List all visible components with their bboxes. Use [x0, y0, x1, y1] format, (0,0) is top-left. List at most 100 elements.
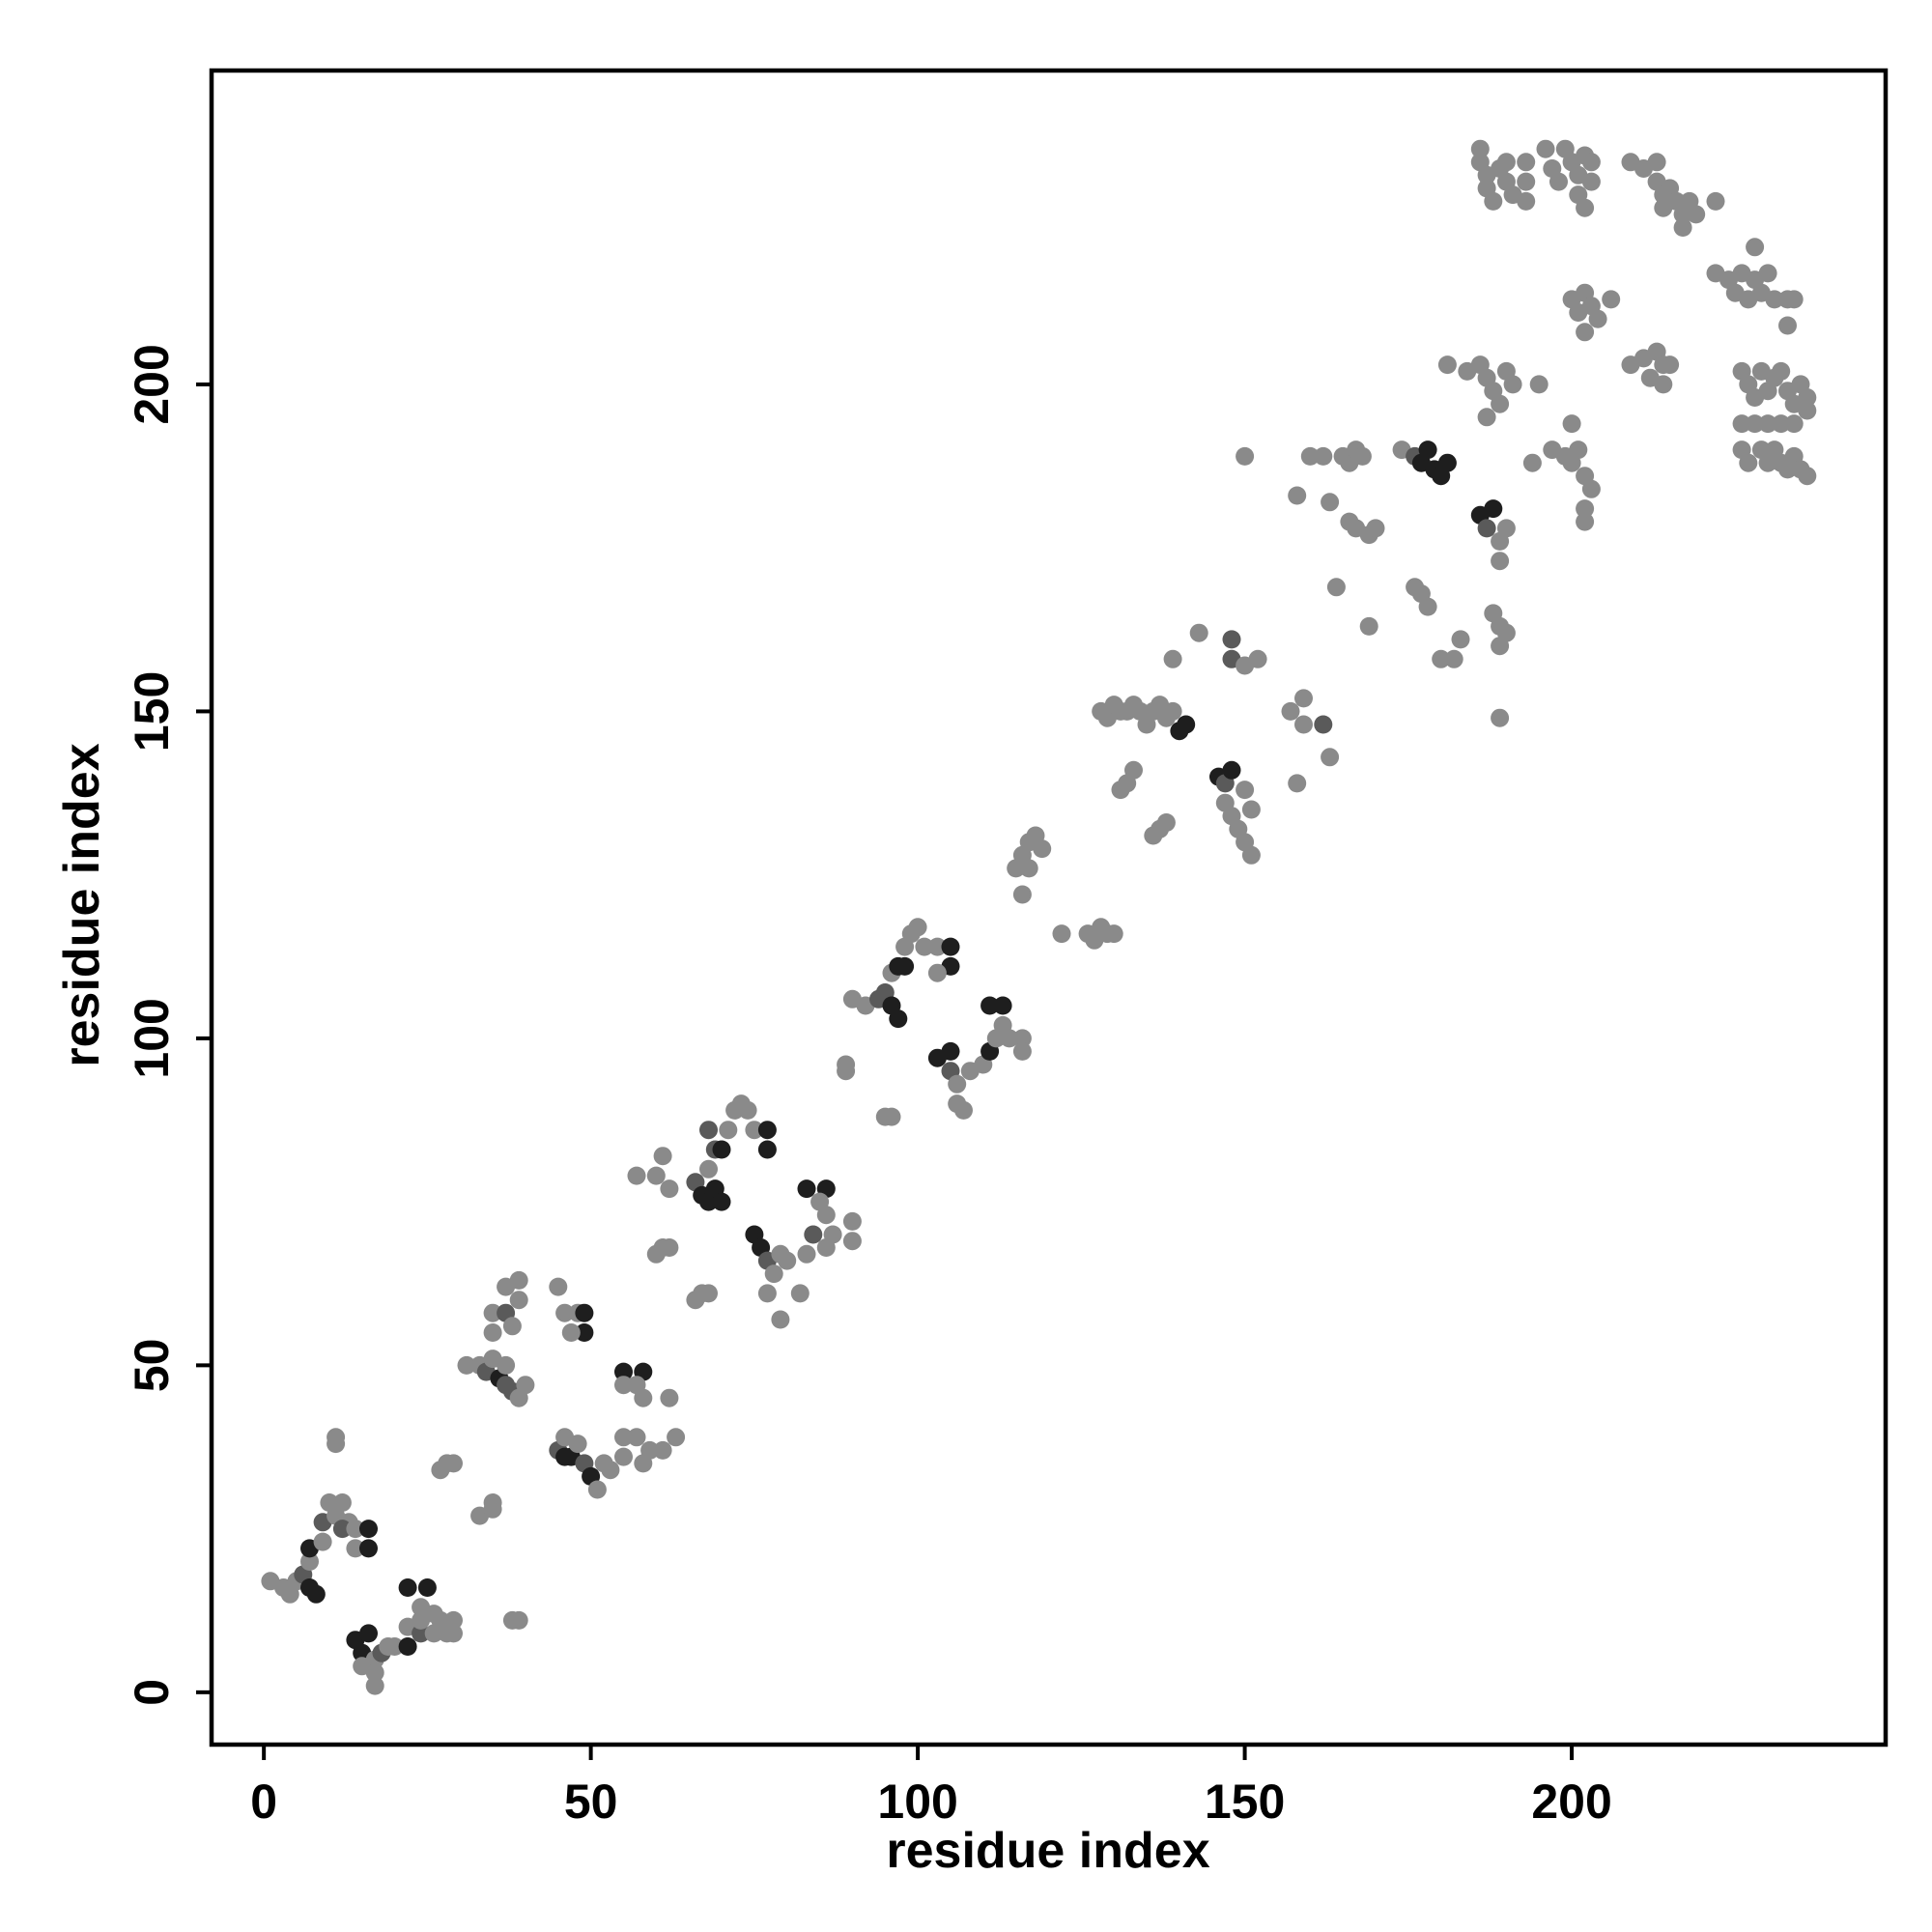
data-point-170 — [954, 1100, 973, 1120]
data-point-118 — [719, 1121, 738, 1140]
data-point-19 — [359, 1539, 378, 1558]
data-point-268 — [1491, 552, 1510, 571]
data-point-227 — [1222, 630, 1241, 649]
x-axis-ticks: 0 50 100 150 200 — [250, 1745, 1612, 1829]
x-tick-label: 50 — [564, 1775, 618, 1829]
data-point-139 — [816, 1206, 836, 1225]
data-point-240 — [1321, 493, 1340, 512]
data-point-168 — [948, 1074, 967, 1094]
data-point-263 — [1451, 630, 1470, 649]
data-point-245 — [1326, 578, 1346, 597]
data-point-142 — [842, 1211, 862, 1231]
data-point-283 — [1503, 375, 1522, 394]
data-point-7 — [300, 1552, 319, 1571]
data-point-88 — [614, 1376, 633, 1395]
data-point-213 — [1156, 813, 1176, 832]
data-point-225 — [1241, 800, 1261, 819]
data-point-234 — [1321, 748, 1340, 767]
data-point-231 — [1294, 689, 1313, 708]
data-point-238 — [1300, 446, 1320, 466]
data-point-364 — [1772, 361, 1791, 381]
data-point-143 — [842, 1232, 862, 1251]
data-point-254 — [1418, 440, 1437, 460]
data-point-308 — [1654, 375, 1673, 394]
data-point-124 — [757, 1140, 777, 1159]
data-point-69 — [509, 1610, 528, 1630]
data-point-176 — [993, 996, 1012, 1015]
data-point-232 — [1294, 715, 1313, 734]
data-point-235 — [1288, 774, 1307, 793]
data-point-370 — [1732, 414, 1751, 434]
data-point-299 — [1588, 309, 1607, 328]
data-point-330 — [1581, 153, 1601, 172]
data-point-44 — [412, 1610, 431, 1630]
y-tick-label: 0 — [125, 1679, 179, 1706]
data-points — [261, 139, 1817, 1695]
data-point-257 — [1437, 453, 1457, 472]
data-point-100 — [646, 1166, 666, 1185]
data-point-28 — [365, 1676, 384, 1695]
data-point-207 — [1177, 715, 1196, 734]
data-point-261 — [1432, 649, 1451, 668]
data-point-160 — [941, 937, 960, 956]
data-point-50 — [483, 1493, 502, 1512]
data-point-356 — [1778, 316, 1797, 335]
data-point-369 — [1798, 401, 1817, 420]
data-point-275 — [1477, 408, 1496, 427]
data-point-293 — [1576, 512, 1595, 531]
data-point-159 — [927, 937, 947, 956]
data-point-73 — [575, 1303, 594, 1322]
data-point-250 — [1359, 616, 1378, 636]
data-point-343 — [1687, 205, 1706, 224]
data-point-67 — [502, 1317, 522, 1336]
data-point-285 — [1522, 453, 1542, 472]
data-point-60 — [497, 1355, 516, 1375]
data-point-131 — [757, 1284, 777, 1303]
data-point-123 — [757, 1121, 777, 1140]
y-tick-label: 100 — [125, 998, 179, 1078]
data-point-292 — [1576, 499, 1595, 519]
data-point-82 — [587, 1480, 607, 1499]
data-point-134 — [797, 1244, 816, 1264]
data-point-244 — [1352, 446, 1372, 466]
data-point-315 — [1496, 153, 1516, 172]
data-point-179 — [1012, 1029, 1032, 1048]
data-point-91 — [660, 1388, 679, 1407]
data-point-319 — [1517, 172, 1536, 191]
x-tick-label: 0 — [250, 1775, 277, 1829]
data-point-239 — [1314, 446, 1333, 466]
data-point-31 — [385, 1637, 404, 1656]
data-point-164 — [882, 1107, 901, 1126]
data-point-71 — [555, 1303, 575, 1322]
data-point-61 — [483, 1323, 502, 1342]
data-point-113 — [712, 1192, 731, 1211]
y-axis-label: residue index — [54, 743, 110, 1066]
data-point-101 — [653, 1147, 672, 1166]
plot-frame — [209, 68, 1889, 1747]
data-point-323 — [1549, 172, 1568, 191]
data-point-294 — [1562, 414, 1581, 434]
data-point-132 — [771, 1310, 790, 1329]
data-point-188 — [1052, 924, 1071, 944]
data-point-205 — [1163, 701, 1182, 721]
data-point-65 — [509, 1270, 528, 1290]
data-point-51 — [457, 1355, 476, 1375]
data-point-236 — [1236, 446, 1255, 466]
y-tick-label: 150 — [125, 671, 179, 752]
data-point-175 — [980, 996, 1000, 1015]
data-point-135 — [804, 1225, 823, 1244]
data-point-84 — [601, 1461, 620, 1480]
data-point-184 — [1019, 859, 1038, 878]
data-point-114 — [699, 1159, 718, 1179]
data-point-62 — [483, 1303, 502, 1322]
data-point-42 — [444, 1610, 463, 1630]
data-point-97 — [614, 1447, 633, 1466]
data-point-313 — [1484, 191, 1503, 211]
data-point-215 — [1189, 623, 1208, 642]
data-point-273 — [1496, 623, 1516, 642]
data-point-249 — [1366, 519, 1385, 538]
data-point-108 — [699, 1284, 718, 1303]
data-point-36 — [417, 1578, 437, 1597]
data-point-289 — [1569, 440, 1588, 460]
